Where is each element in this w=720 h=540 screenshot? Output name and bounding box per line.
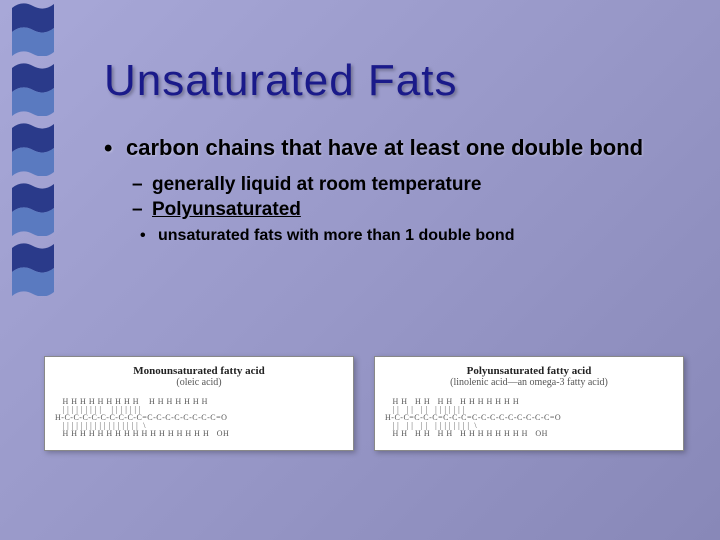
- subsub-bullet: unsaturated fats with more than 1 double…: [140, 225, 684, 247]
- main-bullet-list: carbon chains that have at least one dou…: [104, 134, 684, 162]
- slide-title: Unsaturated Fats: [104, 56, 684, 106]
- polyunsaturated-diagram: Polyunsaturated fatty acid (linolenic ac…: [374, 356, 684, 451]
- molecule-left-structure: H H H H H H H H H H H H H H H H | | | | …: [55, 398, 343, 438]
- diagram-right-title: Polyunsaturated fatty acid: [385, 365, 673, 377]
- slide-content: Unsaturated Fats carbon chains that have…: [104, 56, 684, 247]
- side-ribbon-decoration: [12, 0, 60, 540]
- diagram-left-title: Monounsaturated fatty acid: [55, 365, 343, 377]
- diagram-right-subtitle: (linolenic acid—an omega-3 fatty acid): [385, 377, 673, 388]
- ribbon-segment: [12, 180, 54, 236]
- monounsaturated-diagram: Monounsaturated fatty acid (oleic acid) …: [44, 356, 354, 451]
- ribbon-segment: [12, 60, 54, 116]
- sub-bullet-1: generally liquid at room temperature: [132, 172, 684, 198]
- sub-bullet-2: Polyunsaturated: [132, 197, 684, 223]
- sub-bullet-list: generally liquid at room temperature Pol…: [132, 172, 684, 223]
- ribbon-segment: [12, 0, 54, 56]
- diagram-left-subtitle: (oleic acid): [55, 377, 343, 388]
- ribbon-segment: [12, 120, 54, 176]
- main-bullet: carbon chains that have at least one dou…: [104, 134, 684, 162]
- molecule-diagrams: Monounsaturated fatty acid (oleic acid) …: [44, 356, 684, 451]
- subsub-bullet-list: unsaturated fats with more than 1 double…: [140, 225, 684, 247]
- sub-bullet-2-text: Polyunsaturated: [152, 199, 301, 220]
- ribbon-segment: [12, 240, 54, 296]
- molecule-right-structure: H H H H H H H H H H H H H | | | | | | | …: [385, 398, 673, 438]
